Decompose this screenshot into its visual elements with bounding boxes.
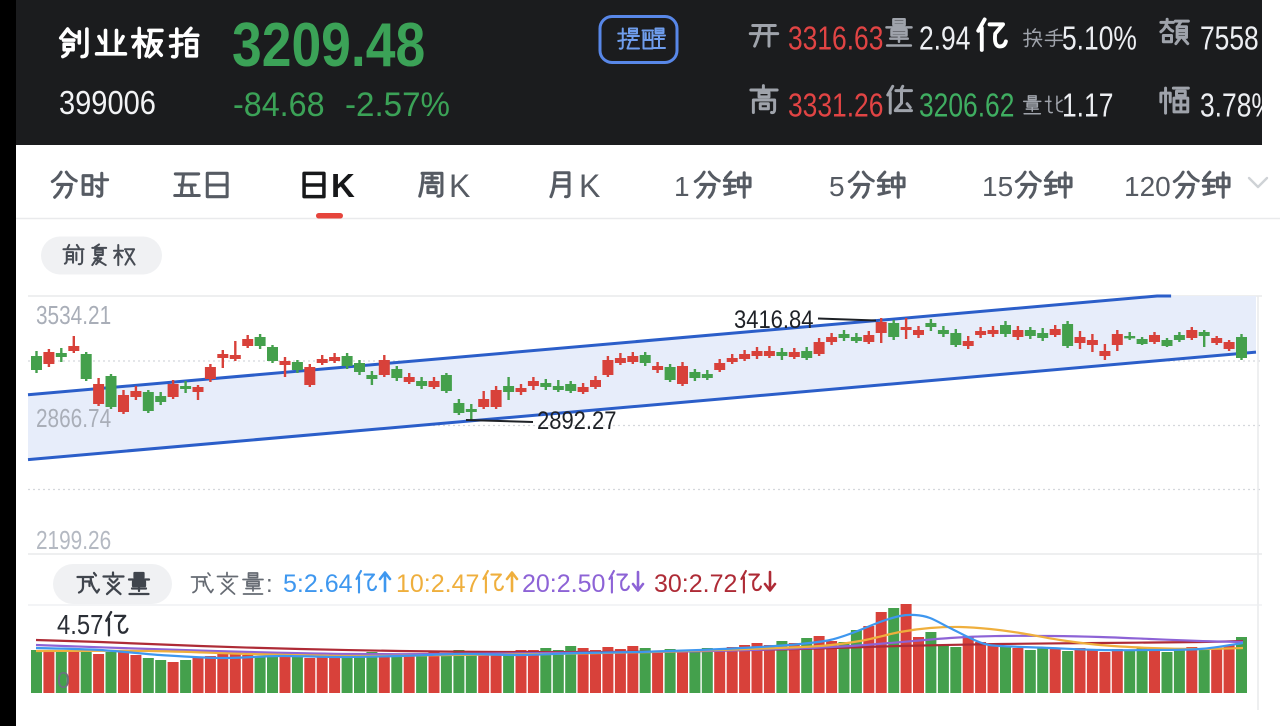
svg-text:120: 120: [1124, 171, 1171, 202]
svg-text::: :: [266, 571, 273, 598]
svg-text:2199.26: 2199.26: [36, 526, 111, 555]
svg-text:1.17: 1.17: [1062, 88, 1113, 124]
svg-text:3331.26: 3331.26: [788, 88, 883, 124]
svg-text:4.57: 4.57: [57, 608, 103, 640]
svg-text:5: 5: [829, 171, 845, 202]
svg-text:3.78%: 3.78%: [1200, 88, 1275, 124]
svg-text:2892.27: 2892.27: [537, 407, 616, 435]
svg-text:1: 1: [674, 171, 690, 202]
svg-text:5.10%: 5.10%: [1062, 21, 1137, 57]
svg-text:-84.68: -84.68: [233, 86, 325, 124]
svg-text:3209.48: 3209.48: [232, 11, 425, 80]
svg-text:0: 0: [57, 667, 70, 693]
svg-text:15: 15: [982, 171, 1013, 202]
svg-text:K: K: [579, 168, 600, 204]
svg-text:2866.74: 2866.74: [36, 404, 111, 433]
svg-text:7558: 7558: [1200, 21, 1259, 57]
svg-text:399006: 399006: [59, 84, 156, 121]
svg-text:20:2.50: 20:2.50: [522, 570, 605, 598]
svg-text:-2.57%: -2.57%: [345, 87, 450, 124]
svg-text:3416.84: 3416.84: [734, 306, 813, 334]
svg-text:30:2.72: 30:2.72: [654, 570, 737, 598]
svg-text:K: K: [449, 168, 470, 204]
svg-text:3206.62: 3206.62: [919, 88, 1014, 124]
svg-text:2.94: 2.94: [919, 21, 970, 57]
svg-text:10:2.47: 10:2.47: [396, 570, 479, 598]
svg-text:K: K: [331, 167, 355, 204]
svg-text:3316.63: 3316.63: [788, 21, 883, 57]
svg-text:3534.21: 3534.21: [36, 301, 111, 330]
svg-text:5:2.64: 5:2.64: [283, 570, 353, 598]
